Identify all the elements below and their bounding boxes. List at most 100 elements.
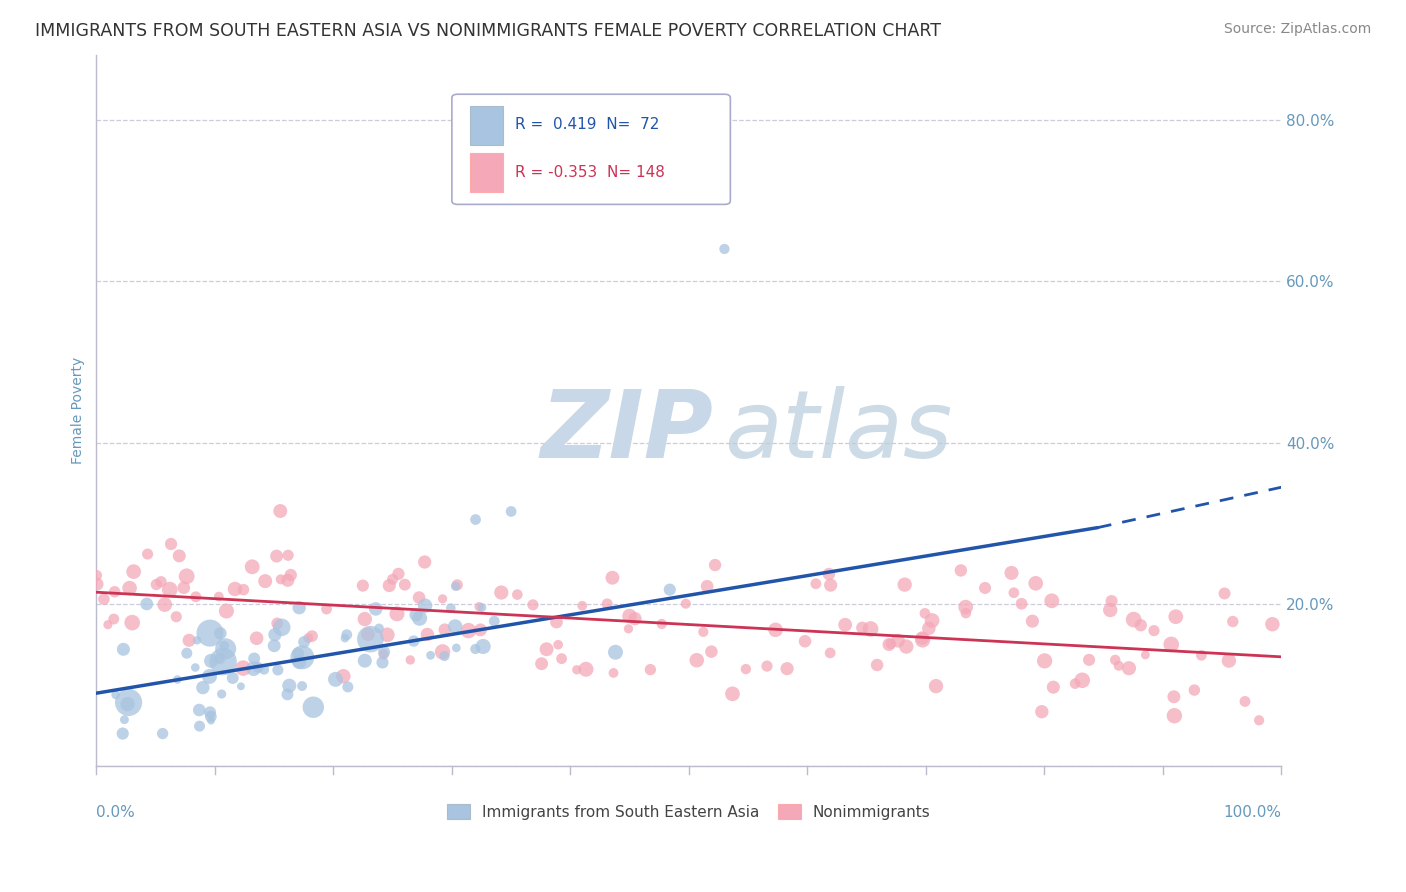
Point	[1261, 617, 1284, 632]
Point	[471, 600, 494, 615]
Point	[1118, 661, 1140, 675]
Point	[1101, 594, 1123, 608]
Point	[301, 629, 323, 643]
Point	[198, 706, 221, 720]
Point	[152, 726, 174, 740]
Point	[336, 680, 359, 694]
Point	[547, 638, 569, 652]
Point	[276, 687, 298, 701]
Point	[359, 632, 381, 647]
Point	[640, 663, 662, 677]
Point	[325, 673, 347, 687]
Point	[211, 687, 233, 701]
Point	[166, 673, 188, 687]
Point	[368, 621, 391, 635]
Point	[332, 669, 354, 683]
Point	[413, 599, 436, 613]
Point	[364, 602, 387, 616]
Point	[432, 645, 454, 659]
Point	[686, 653, 709, 667]
Point	[97, 617, 120, 632]
Point	[357, 627, 380, 641]
Point	[413, 555, 436, 569]
Point	[408, 591, 430, 605]
Point	[86, 568, 108, 582]
Point	[288, 600, 311, 615]
Point	[208, 651, 231, 665]
Point	[270, 620, 292, 634]
Point	[266, 549, 288, 563]
Point	[818, 567, 841, 582]
Point	[1163, 708, 1185, 723]
Point	[470, 623, 492, 637]
Point	[658, 582, 681, 597]
Point	[1064, 676, 1087, 690]
Point	[278, 679, 301, 693]
Point	[333, 631, 356, 645]
Point	[215, 641, 238, 656]
Point	[291, 650, 314, 665]
Point	[522, 598, 544, 612]
Point	[721, 687, 744, 701]
Point	[1002, 585, 1025, 599]
Point	[104, 688, 127, 702]
Point	[246, 660, 269, 674]
Point	[444, 579, 467, 593]
Point	[675, 597, 697, 611]
Point	[145, 577, 167, 591]
Point	[188, 719, 211, 733]
Point	[432, 591, 454, 606]
Point	[165, 609, 187, 624]
Point	[605, 645, 627, 659]
Point	[765, 623, 787, 637]
Point	[93, 592, 115, 607]
Point	[184, 660, 207, 674]
Point	[1218, 654, 1240, 668]
Point	[242, 662, 264, 676]
Point	[200, 714, 222, 728]
Point	[297, 631, 319, 645]
Point	[232, 661, 254, 675]
Point	[200, 654, 222, 668]
Point	[880, 637, 903, 651]
Point	[224, 582, 246, 596]
Point	[756, 659, 779, 673]
Point	[1042, 680, 1064, 694]
Point	[446, 578, 468, 592]
Point	[215, 604, 238, 618]
Text: R = -0.353  N= 148: R = -0.353 N= 148	[515, 165, 665, 180]
Point	[468, 599, 491, 614]
Point	[419, 648, 441, 663]
Point	[866, 657, 889, 672]
Point	[1164, 609, 1187, 624]
Point	[184, 590, 207, 604]
Point	[1071, 673, 1094, 688]
Point	[254, 574, 277, 588]
Point	[86, 577, 108, 591]
Point	[103, 612, 125, 626]
Text: IMMIGRANTS FROM SOUTH EASTERN ASIA VS NONIMMIGRANTS FEMALE POVERTY CORRELATION C: IMMIGRANTS FROM SOUTH EASTERN ASIA VS NO…	[35, 22, 941, 40]
Point	[918, 621, 941, 635]
Point	[1129, 618, 1152, 632]
Point	[1040, 594, 1063, 608]
Point	[291, 679, 314, 693]
Point	[565, 663, 588, 677]
Point	[1163, 690, 1185, 704]
Point	[1233, 694, 1256, 708]
Point	[1189, 648, 1212, 663]
Point	[617, 622, 640, 636]
Point	[433, 623, 456, 637]
Point	[700, 645, 723, 659]
Point	[385, 607, 408, 621]
Point	[501, 504, 523, 518]
Point	[387, 566, 409, 581]
Point	[1160, 637, 1182, 651]
Text: 100.0%: 100.0%	[1223, 805, 1281, 820]
Point	[263, 639, 285, 653]
Point	[877, 638, 900, 652]
Point	[446, 640, 468, 655]
Point	[484, 614, 506, 628]
Point	[974, 581, 997, 595]
Point	[135, 597, 157, 611]
Bar	[470, 106, 503, 145]
